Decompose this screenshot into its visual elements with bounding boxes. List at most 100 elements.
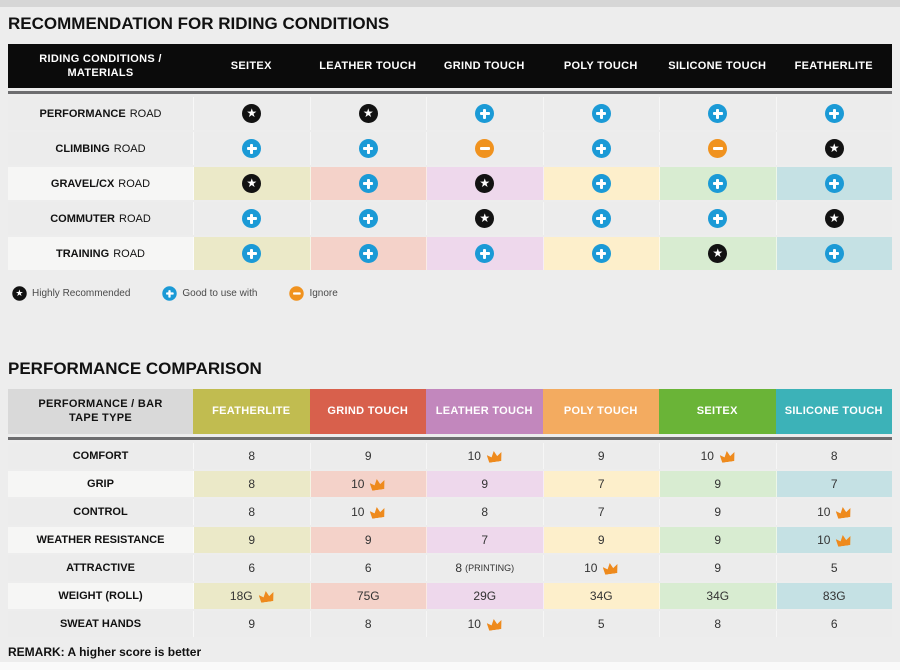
score-cell: 29G: [427, 583, 544, 609]
score-value: 7: [597, 505, 605, 519]
crown-icon: [370, 478, 386, 491]
score-value: 9: [481, 477, 489, 491]
star-icon: [475, 209, 495, 228]
score-cell: 9: [660, 471, 777, 497]
score-cell: 6: [777, 611, 893, 637]
score-value: 10: [467, 449, 481, 463]
score-cell: 5: [544, 611, 660, 637]
row-label: CONTROL: [8, 499, 194, 525]
score-value: 8: [714, 617, 722, 631]
minus-icon: [708, 139, 728, 158]
recommendation-cell: [427, 202, 544, 235]
row-label-bold: CLIMBING: [55, 142, 110, 155]
recommendation-cell: [194, 237, 311, 270]
legend-item: Good to use with: [160, 284, 257, 303]
score-cell: 8: [660, 611, 777, 637]
score-value: 10: [584, 561, 598, 575]
column-header-leather-touch: LEATHER TOUCH: [319, 59, 417, 72]
score-cell: 10: [776, 527, 892, 553]
plus-icon: [824, 174, 844, 193]
row-label-bold: TRAINING: [56, 247, 110, 260]
table-header-row: PERFORMANCE / BAR TAPE TYPE FEATHERLITE …: [8, 389, 892, 434]
table-row: CLIMBING ROAD: [8, 132, 892, 165]
score-cell: 34G: [543, 583, 660, 609]
table-row: GRAVEL/CX ROAD: [8, 167, 892, 200]
row-label: COMMUTER ROAD: [8, 202, 194, 235]
recommendation-cell: [660, 167, 777, 200]
recommendation-cell: [311, 97, 427, 130]
recommendation-cell: [311, 202, 427, 235]
recommendation-cell: [777, 132, 893, 165]
column-header-silicone-touch: SILICONE TOUCH: [775, 389, 892, 434]
recommendation-cell: [543, 167, 660, 200]
score-value: 8: [248, 449, 256, 463]
recommendation-cell: [427, 132, 544, 165]
score-cell: 7: [427, 527, 544, 553]
crown-icon: [603, 562, 619, 575]
top-divider: [0, 0, 900, 7]
row-label: PERFORMANCE ROAD: [8, 97, 194, 130]
minus-icon: [475, 139, 495, 158]
score-value: 10: [467, 617, 481, 631]
star-icon: [708, 244, 728, 263]
score-value: 9: [714, 505, 722, 519]
bottom-divider: [0, 662, 900, 670]
table-header-row: RIDING CONDITIONS / MATERIALS SEITEX LEA…: [8, 44, 892, 88]
score-value: 9: [597, 533, 605, 547]
column-header-featherlite: FEATHERLITE: [193, 389, 310, 434]
score-cell: 6: [194, 555, 311, 581]
table-row: COMFORT 8 9 10 9 10 8: [8, 443, 892, 469]
recommendation-cell: [427, 167, 544, 200]
recommendation-cell: [427, 97, 544, 130]
score-value: 8: [248, 505, 256, 519]
recommendation-cell: [543, 237, 660, 270]
corner-header: PERFORMANCE / BAR TAPE TYPE: [8, 389, 193, 434]
star-icon: [12, 286, 27, 301]
recommendation-cell: [776, 167, 892, 200]
score-value: 9: [364, 449, 372, 463]
score-value: 6: [364, 561, 372, 575]
column-header-silicone-touch: SILICONE TOUCH: [668, 59, 767, 72]
score-value: 7: [481, 533, 489, 547]
plus-icon: [708, 174, 728, 193]
score-cell: 8: [427, 499, 544, 525]
recommendation-cell: [777, 202, 893, 235]
legend-label: Ignore: [309, 288, 338, 299]
riding-conditions-table: RIDING CONDITIONS / MATERIALS SEITEX LEA…: [8, 44, 892, 270]
score-cell: 9: [310, 527, 427, 553]
score-value: 10: [817, 533, 831, 547]
column-header-seitex: SEITEX: [659, 389, 776, 434]
table-row: ATTRACTIVE 6 6 8 (PRINTING) 10 9 5: [8, 555, 892, 581]
table-row: GRIP 8 10 9 7 9 7: [8, 471, 892, 497]
row-label: WEATHER RESISTANCE: [8, 527, 194, 553]
score-value: 7: [830, 477, 838, 491]
score-cell: 10: [777, 499, 893, 525]
recommendation-cell: [777, 97, 893, 130]
score-value: 29G: [473, 589, 497, 603]
score-cell: 9: [544, 443, 660, 469]
score-cell: 34G: [660, 583, 777, 609]
crown-icon: [486, 618, 502, 631]
crown-icon: [258, 590, 274, 603]
crown-icon: [370, 506, 386, 519]
column-header-poly-touch: POLY TOUCH: [563, 59, 638, 72]
plus-icon: [591, 139, 611, 158]
score-value: 18G: [229, 589, 253, 603]
score-cell: 9: [311, 443, 427, 469]
score-cell: 7: [543, 471, 660, 497]
plus-icon: [358, 244, 378, 263]
row-label-rest: ROAD: [119, 212, 151, 225]
recommendation-cell: [194, 202, 311, 235]
column-header-featherlite: FEATHERLITE: [794, 59, 873, 72]
score-value: 9: [597, 449, 605, 463]
score-value: 8: [830, 449, 838, 463]
row-label-rest: ROAD: [113, 247, 145, 260]
row-label-bold: GRAVEL/CX: [50, 177, 115, 190]
crown-icon: [836, 534, 852, 547]
minus-icon: [289, 286, 305, 301]
score-cell: 6: [311, 555, 427, 581]
score-cell: 83G: [776, 583, 892, 609]
recommendation-cell: [311, 132, 427, 165]
legend-label: Good to use with: [182, 288, 258, 299]
